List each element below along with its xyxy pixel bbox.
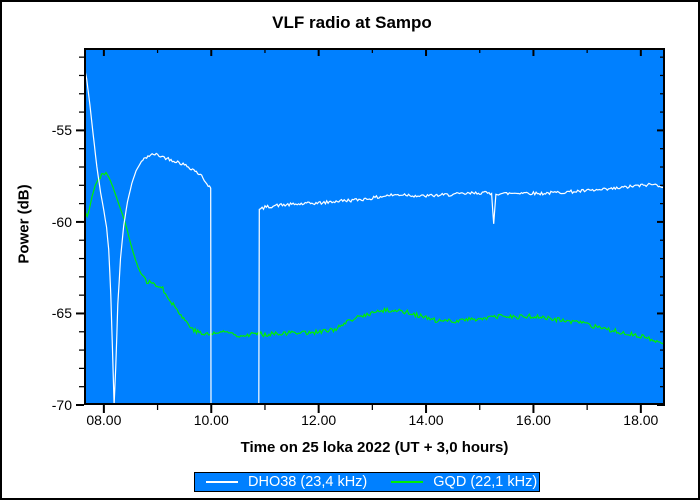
y-tick-label: -65	[51, 305, 72, 322]
plot-background	[84, 48, 665, 405]
x-tick-label: 08.00	[86, 412, 122, 428]
y-tick-label: -60	[51, 213, 72, 230]
dho38-line-sample	[206, 481, 238, 483]
series-line-dho38	[85, 66, 664, 405]
gqd-legend-label: GQD (22,1 kHz)	[433, 473, 538, 490]
series-line-gqd	[85, 171, 664, 345]
legend-item-gqd: GQD (22,1 kHz)	[391, 474, 537, 491]
x-axis-label: Time on 25 loka 2022 (UT + 3,0 hours)	[240, 439, 509, 456]
legend-item-dho38: DHO38 (23,4 kHz)	[206, 474, 367, 491]
dho38-legend-label: DHO38 (23,4 kHz)	[248, 473, 368, 490]
x-tick-label: 18.00	[623, 412, 659, 428]
gqd-line-sample	[391, 481, 424, 483]
x-tick-label: 16.00	[515, 412, 551, 428]
chart-title: VLF radio at Sampo	[272, 13, 432, 32]
x-tick-label: 14.00	[408, 412, 444, 428]
legend-box: DHO38 (23,4 kHz) GQD (22,1 kHz)	[194, 472, 540, 492]
x-tick-label: 10.00	[193, 412, 229, 428]
y-tick-label: -55	[51, 122, 72, 139]
plot-frame	[84, 48, 665, 405]
y-tick-label: -70	[51, 397, 72, 413]
x-tick-label: 12.00	[301, 412, 337, 428]
